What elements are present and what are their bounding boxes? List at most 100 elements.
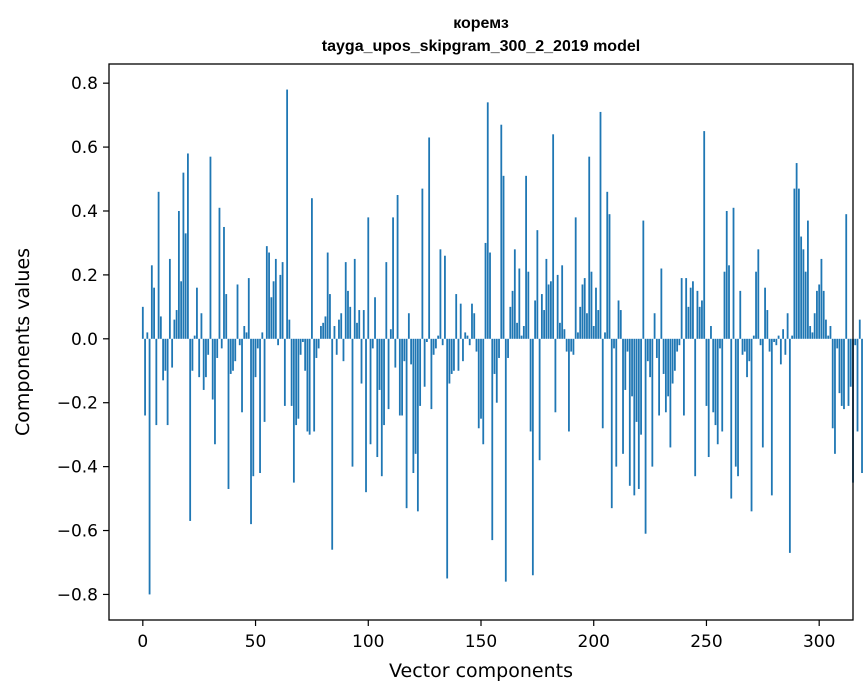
y-axis: −0.8 −0.6 −0.4 −0.2 0.0 0.2 0.4 0.6 0.8 — [57, 74, 109, 605]
bar — [608, 214, 611, 339]
bar — [748, 338, 751, 362]
x-tick-label: 0 — [137, 632, 148, 652]
bar — [624, 338, 627, 390]
bar — [511, 290, 514, 339]
bar — [353, 258, 356, 339]
bar — [601, 338, 604, 429]
bar — [766, 310, 769, 339]
y-axis-label: Components values — [12, 248, 34, 436]
bar — [468, 338, 471, 346]
bar — [349, 306, 352, 339]
x-axis-label: Vector components — [389, 660, 573, 682]
bar — [466, 335, 469, 339]
bar — [211, 338, 214, 400]
bar — [150, 265, 153, 339]
bar — [486, 102, 489, 339]
bar — [304, 338, 307, 371]
bar — [696, 290, 699, 339]
bar — [360, 338, 363, 384]
bar — [157, 191, 160, 339]
bar — [495, 338, 498, 403]
bar — [838, 338, 841, 394]
bar — [414, 338, 417, 454]
plot-frame — [108, 63, 854, 621]
bar — [784, 338, 787, 355]
bar — [410, 338, 413, 365]
bar — [574, 217, 577, 339]
chart-subtitle: tayga_upos_skipgram_300_2_2019 model — [322, 38, 640, 55]
bar — [459, 303, 462, 339]
bar — [565, 338, 568, 352]
x-tick-label: 150 — [465, 632, 497, 652]
bar — [220, 338, 223, 349]
bar — [664, 338, 667, 413]
bar — [775, 338, 778, 346]
bar — [444, 255, 446, 339]
bar — [637, 338, 640, 489]
bar — [786, 313, 789, 339]
bar — [301, 338, 304, 342]
bar — [205, 338, 207, 378]
bar — [164, 338, 167, 371]
bar — [843, 338, 845, 410]
bar — [739, 290, 742, 339]
bar — [831, 338, 834, 429]
bar — [491, 338, 494, 541]
bar — [270, 297, 273, 339]
bar — [281, 262, 284, 339]
bar — [655, 338, 658, 358]
bar — [416, 338, 419, 512]
bar — [728, 265, 730, 339]
bar — [450, 338, 453, 374]
bar — [703, 131, 706, 339]
bar — [755, 271, 757, 339]
bar — [617, 300, 620, 339]
bar — [317, 338, 320, 349]
bar — [732, 207, 735, 339]
bar — [613, 338, 615, 349]
bar — [579, 306, 582, 339]
y-tick-label: −0.2 — [57, 394, 98, 414]
bar — [288, 319, 291, 339]
bar — [198, 338, 201, 378]
bar — [247, 278, 250, 339]
bar — [586, 313, 588, 339]
bar — [277, 338, 279, 346]
bar — [371, 338, 374, 349]
bar — [482, 338, 485, 445]
bar — [554, 338, 557, 413]
bar — [825, 319, 827, 339]
bar — [268, 252, 270, 339]
bar — [619, 310, 622, 339]
bar — [236, 284, 239, 339]
bar — [793, 188, 796, 339]
bar — [834, 338, 836, 454]
bar — [394, 338, 397, 368]
bar — [840, 338, 843, 406]
bar — [712, 338, 715, 413]
bar — [811, 332, 814, 339]
bar — [692, 281, 694, 339]
bar — [171, 338, 174, 368]
bar — [331, 338, 334, 550]
bar — [592, 326, 595, 339]
bar — [687, 306, 690, 339]
bar — [622, 338, 624, 454]
bar — [525, 175, 527, 339]
bar — [141, 306, 144, 339]
bar — [543, 310, 546, 339]
bar — [168, 258, 171, 339]
bar — [685, 278, 688, 339]
bar — [800, 236, 803, 339]
bar — [261, 332, 264, 339]
bar — [229, 338, 232, 374]
bar — [295, 338, 298, 426]
bar — [588, 156, 591, 339]
bar — [453, 338, 455, 371]
bar — [232, 338, 234, 371]
x-tick-label: 100 — [352, 632, 384, 652]
bar — [725, 210, 728, 339]
chart-title: коремз — [453, 15, 509, 32]
bar — [845, 214, 848, 339]
y-tick-label: 0.6 — [71, 138, 98, 158]
